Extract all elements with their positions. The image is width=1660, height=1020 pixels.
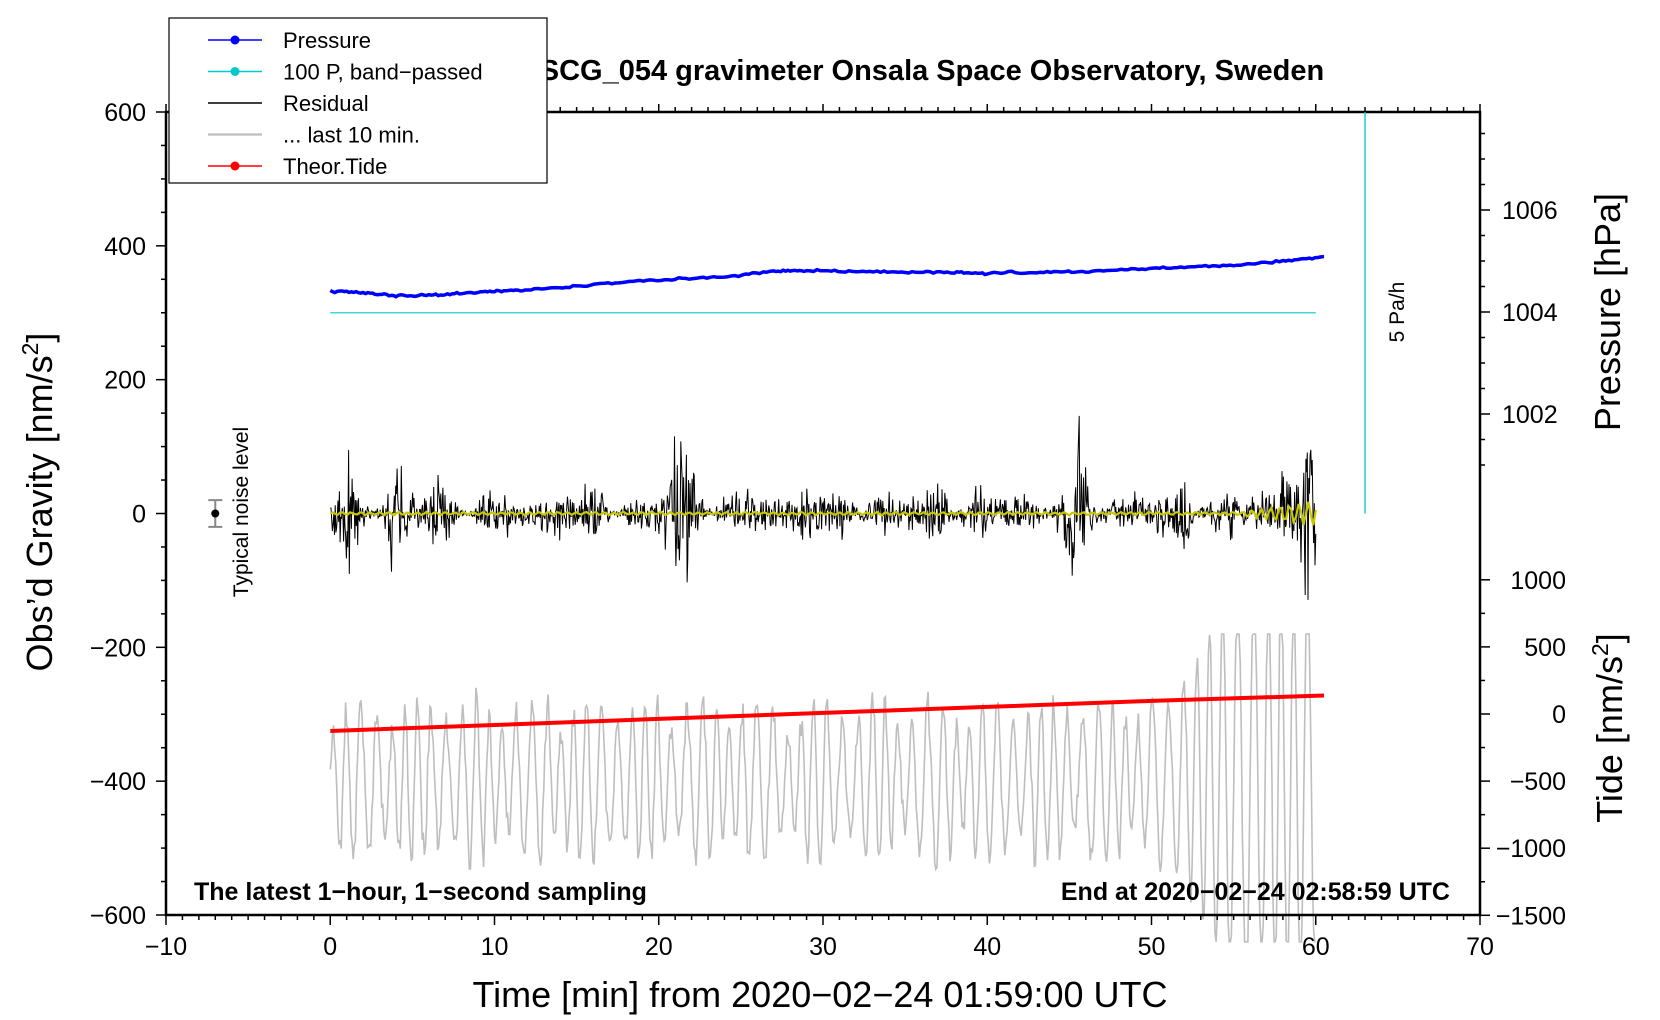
legend-label: 100 P, band−passed [283,60,483,85]
y-tick-label-left: 400 [104,233,146,261]
x-axis-title: Time [min] from 2020−02−24 01:59:00 UTC [472,974,1167,1015]
legend-label: ... last 10 min. [283,123,420,148]
y-tick-label-left: 200 [104,367,146,395]
note-left: The latest 1−hour, 1−second sampling [194,878,647,906]
noise-level-label: Typical noise level [230,427,253,597]
x-tick-label: 20 [645,933,673,961]
x-tick-label: 50 [1138,933,1166,961]
axes: −10 0 10 20 30 40 50 60 70 600 400 200 0 −200 −400 −600… [90,99,1566,961]
y-axis-title-tide: Tide [nm/s2] [1587,633,1630,823]
tide-tick-label: 0 [1552,701,1566,729]
tide-tick-label: 500 [1524,634,1566,662]
legend-label: Theor.Tide [283,154,387,179]
y-tick-label-left: −400 [90,768,146,796]
noise-level-marker [208,499,223,528]
legend-marker [230,67,240,76]
x-tick-label: 0 [323,933,337,961]
legend-label: Pressure [283,28,371,53]
pressure-line [329,254,1325,299]
legend-box [168,17,548,184]
x-tick-label: −10 [145,933,187,961]
x-tick-label: 10 [481,933,509,961]
legend-marker [230,35,240,45]
x-tick-label: 60 [1302,933,1330,961]
y-tick-label-left: 0 [132,501,146,529]
noise-level-point [211,509,220,518]
legend-marker [230,161,240,171]
pressure-tick-label: 1002 [1502,401,1558,429]
legend-label: Residual [283,91,369,116]
y-tick-label-left: 600 [104,99,146,127]
legend: Pressure 100 P, band−passed Residual ... la… [168,17,548,184]
theoretical-tide-line [330,693,1325,733]
y-axis-title-left: Obs’d Gravity [nm/s2] [17,333,60,672]
x-tick-label: 70 [1466,933,1494,961]
x-tick-label: 30 [809,933,837,961]
tide-tick-label: 1000 [1510,567,1566,595]
data-lines [329,254,1325,943]
chart-title: SCG_054 gravimeter Onsala Space Observat… [540,55,1324,87]
scale-bar-label: 5 Pa/h [1386,282,1409,343]
pressure-tick-label: 1006 [1502,197,1558,225]
tide-tick-label: −1500 [1496,902,1566,930]
tide-tick-label: −500 [1510,768,1566,796]
x-tick-label: 40 [973,933,1001,961]
tide-tick-label: −1000 [1496,835,1566,863]
pressure-tick-label: 1004 [1502,299,1558,327]
residual-low-passed-line [329,501,1317,526]
y-tick-label-left: −600 [90,902,146,930]
residual-line [330,415,1317,600]
y-tick-label-left: −200 [90,634,146,662]
note-right: End at 2020−02−24 02:58:59 UTC [1061,878,1450,906]
y-axis-title-pressure: Pressure [hPa] [1587,193,1628,431]
